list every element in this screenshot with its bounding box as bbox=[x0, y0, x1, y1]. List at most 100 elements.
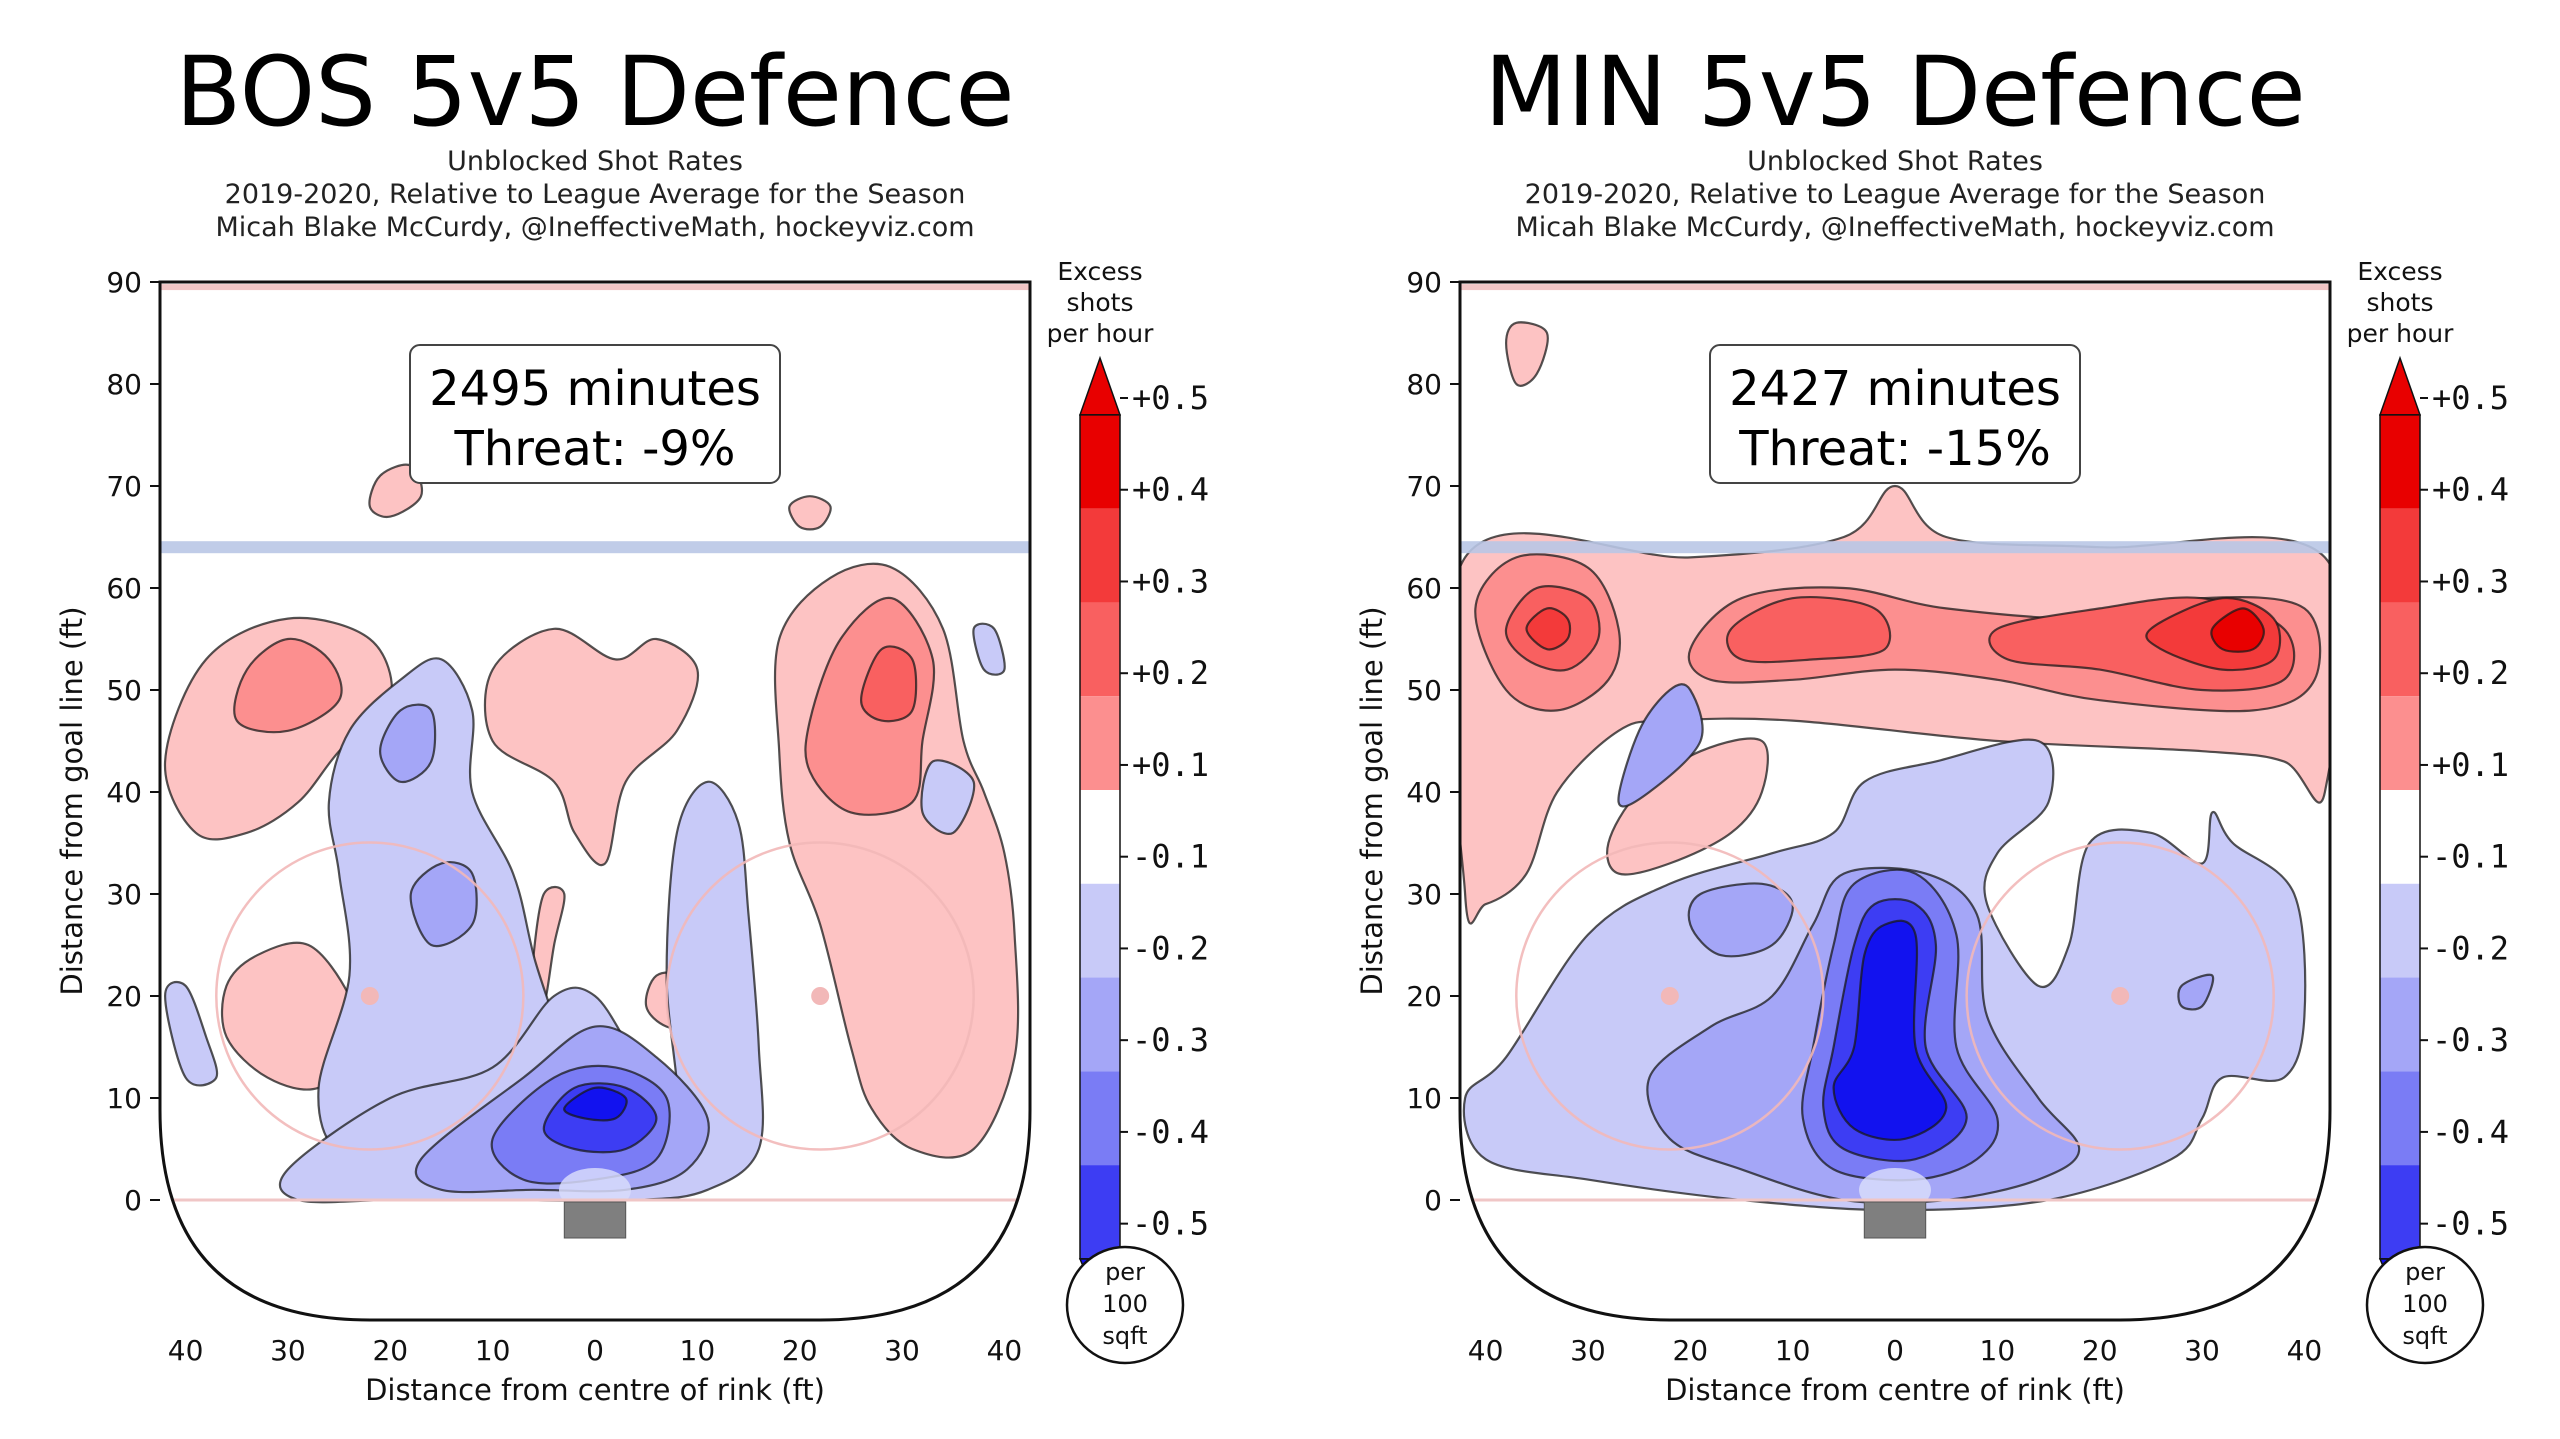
colorbar-extend-top bbox=[1078, 355, 1122, 416]
contour-region bbox=[859, 645, 918, 723]
y-tick-label: 0 bbox=[124, 1184, 142, 1217]
goal-net bbox=[563, 1201, 627, 1239]
faceoff-circle bbox=[665, 841, 975, 1151]
chart-subtitle: Unblocked Shot Rates bbox=[1747, 146, 2043, 177]
contour-region bbox=[378, 703, 437, 783]
colorbar-segment bbox=[1080, 414, 1120, 509]
contour-region bbox=[1525, 607, 1572, 651]
faceoff-dot bbox=[2111, 987, 2130, 1005]
x-tick-label: 40 bbox=[1468, 1334, 1504, 1367]
colorbar-segment bbox=[2380, 1071, 2420, 1166]
rink-boards bbox=[1458, 280, 2332, 1322]
colorbar-label: -0.4 bbox=[2432, 1113, 2509, 1151]
chart-subtitle: Micah Blake McCurdy, @IneffectiveMath, h… bbox=[215, 212, 974, 243]
contour-region bbox=[920, 759, 976, 835]
colorbar-label: +0.5 bbox=[2432, 379, 2509, 417]
contour-region bbox=[1504, 321, 1549, 387]
colorbar-label: +0.3 bbox=[2432, 562, 2509, 600]
annotation-threat: Threat: -15% bbox=[1738, 421, 2051, 477]
y-tick-label: 20 bbox=[1406, 980, 1442, 1013]
faceoff-circle bbox=[1965, 841, 2275, 1151]
y-tick-label: 20 bbox=[106, 980, 142, 1013]
colorbar-segment bbox=[1080, 508, 1120, 603]
blue-line bbox=[1460, 541, 2330, 554]
y-tick-label: 40 bbox=[106, 776, 142, 809]
colorbar-segment bbox=[1080, 1165, 1120, 1259]
chart-panel-bos: BOS 5v5 Defence Unblocked Shot Rates 2019-… bbox=[55, 36, 1209, 1407]
contour-region bbox=[1832, 919, 1948, 1141]
faceoff-dot bbox=[360, 987, 379, 1005]
y-tick-label: 70 bbox=[1406, 470, 1442, 503]
colorbar-label: -0.3 bbox=[1132, 1021, 1209, 1059]
colorbar-label: +0.3 bbox=[1132, 562, 1209, 600]
contour-region bbox=[483, 627, 700, 867]
colorbar-segment bbox=[1080, 977, 1120, 1072]
colorbar-label: +0.2 bbox=[1132, 654, 1209, 692]
centre-red-line bbox=[1460, 284, 2330, 291]
x-tick-label: 20 bbox=[2082, 1334, 2118, 1367]
y-tick-label: 60 bbox=[1406, 572, 1442, 605]
colorbar-label: +0.4 bbox=[1132, 471, 1209, 509]
unit-circle bbox=[2365, 1245, 2485, 1365]
chart-title: BOS 5v5 Defence bbox=[175, 36, 1014, 148]
colorbar-title: shots bbox=[1067, 288, 1134, 317]
contour-region bbox=[972, 622, 1006, 676]
x-tick-label: 30 bbox=[270, 1334, 306, 1367]
colorbar-title: per hour bbox=[2347, 319, 2454, 348]
unit-label: 100 bbox=[2402, 1290, 2448, 1318]
x-tick-label: 30 bbox=[884, 1334, 920, 1367]
chart-title: MIN 5v5 Defence bbox=[1484, 36, 2305, 148]
colorbar-title: Excess bbox=[2357, 257, 2442, 286]
colorbar-segment bbox=[1080, 790, 1120, 884]
contour-region bbox=[2177, 973, 2215, 1011]
y-tick-label: 80 bbox=[1406, 368, 1442, 401]
x-tick-label: 40 bbox=[168, 1334, 204, 1367]
x-tick-label: 10 bbox=[475, 1334, 511, 1367]
y-tick-label: 90 bbox=[106, 266, 142, 299]
unit-circle bbox=[1065, 1245, 1185, 1365]
chart-subtitle: 2019-2020, Relative to League Average fo… bbox=[1525, 179, 2266, 210]
contour-region bbox=[1617, 683, 1704, 808]
x-tick-label: 10 bbox=[680, 1334, 716, 1367]
contour-region bbox=[1687, 882, 1794, 958]
colorbar-extend-top bbox=[2378, 355, 2422, 416]
colorbar-label: +0.4 bbox=[2432, 471, 2509, 509]
y-tick-label: 60 bbox=[106, 572, 142, 605]
chart-panel-min: MIN 5v5 Defence Unblocked Shot Rates 2019-… bbox=[1300, 0, 2560, 1439]
faceoff-dot bbox=[811, 987, 830, 1005]
goal-net bbox=[1863, 1201, 1927, 1239]
contour-layer bbox=[160, 284, 1030, 1212]
colorbar-label: +0.1 bbox=[2432, 746, 2509, 784]
x-tick-label: 30 bbox=[1570, 1334, 1606, 1367]
contour-region bbox=[1726, 596, 1892, 664]
y-tick-label: 50 bbox=[1406, 674, 1442, 707]
faceoff-circle bbox=[1515, 841, 1825, 1151]
annotation-minutes: 2427 minutes bbox=[1729, 361, 2061, 417]
y-tick-label: 50 bbox=[106, 674, 142, 707]
blue-line bbox=[160, 541, 1030, 554]
unit-label: per bbox=[2405, 1258, 2445, 1286]
colorbar-label: -0.3 bbox=[2432, 1021, 2509, 1059]
colorbar-title: shots bbox=[2367, 288, 2434, 317]
y-tick-label: 70 bbox=[106, 470, 142, 503]
colorbar-label: -0.1 bbox=[1132, 838, 1209, 876]
colorbar-segment bbox=[2380, 696, 2420, 790]
colorbar-label: -0.2 bbox=[2432, 929, 2509, 967]
x-axis-label: Distance from centre of rink (ft) bbox=[1665, 1373, 2125, 1407]
faceoff-circle bbox=[215, 841, 525, 1151]
colorbar-segment bbox=[2380, 508, 2420, 603]
colorbar-label: +0.1 bbox=[1132, 746, 1209, 784]
y-tick-label: 10 bbox=[106, 1082, 142, 1115]
colorbar-label: -0.2 bbox=[1132, 929, 1209, 967]
contour-region bbox=[2210, 607, 2265, 653]
colorbar-segment bbox=[2380, 602, 2420, 697]
y-tick-label: 0 bbox=[1424, 1184, 1442, 1217]
colorbar-label: -0.1 bbox=[2432, 838, 2509, 876]
colorbar-label: -0.5 bbox=[1132, 1205, 1209, 1243]
x-tick-label: 20 bbox=[372, 1334, 408, 1367]
contour-region bbox=[409, 861, 478, 948]
chart-subtitle: Micah Blake McCurdy, @IneffectiveMath, h… bbox=[1515, 212, 2274, 243]
x-tick-label: 0 bbox=[1886, 1334, 1904, 1367]
